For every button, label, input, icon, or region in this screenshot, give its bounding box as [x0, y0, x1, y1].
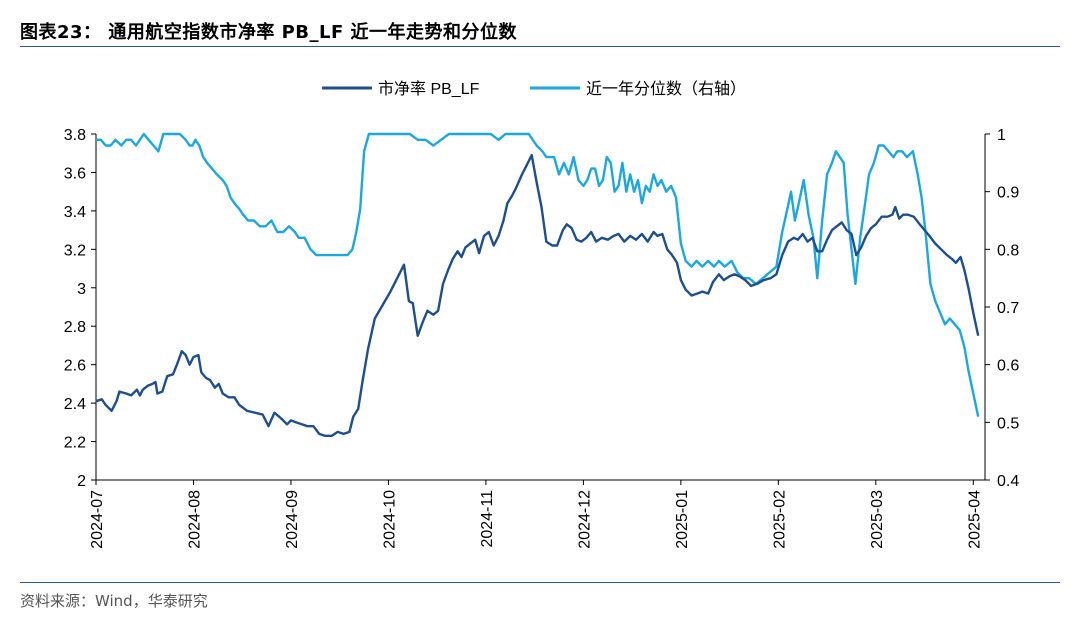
legend: 市净率 PB_LF 近一年分位数（右轴）	[322, 80, 746, 98]
legend-item-percentile: 近一年分位数（右轴）	[530, 80, 746, 98]
left-tick-label: 2	[77, 473, 86, 490]
chart-title: 图表23： 通用航空指数市净率 PB_LF 近一年走势和分位数	[20, 22, 518, 43]
x-tick-label: 2025-03	[869, 490, 886, 549]
x-tick-label: 2025-04	[966, 490, 983, 549]
series-line-pb-lf	[95, 153, 980, 437]
x-tick-label: 2025-02	[771, 490, 788, 549]
right-tick-label: 0.7	[997, 300, 1019, 317]
left-tick-label: 2.2	[64, 435, 86, 452]
x-axis: 2024-07 2024-08 2024-09 2024-10 2024-11 2024-…	[89, 479, 985, 549]
left-tick-label: 2.4	[64, 396, 86, 413]
right-tick-label: 0.9	[997, 185, 1019, 202]
left-tick-label: 3.6	[64, 165, 86, 182]
chart-area: 市净率 PB_LF 近一年分位数（右轴） 3.8 3.6 3.4 3.2 3 2.8 2.6 2…	[64, 80, 1020, 549]
footer-divider	[20, 582, 1060, 583]
x-tick-label: 2024-09	[284, 490, 301, 549]
left-tick-label: 3	[77, 281, 86, 298]
right-axis: 1 0.9 0.8 0.7 0.6 0.5 0.4	[984, 127, 1019, 490]
x-tick-label: 2024-08	[186, 490, 203, 549]
right-tick-label: 0.4	[997, 473, 1019, 490]
x-tick-label: 2025-01	[674, 490, 691, 549]
legend-label: 近一年分位数（右轴）	[586, 80, 746, 98]
left-tick-label: 3.8	[64, 127, 86, 144]
x-tick-label: 2024-11	[479, 490, 496, 548]
right-tick-label: 0.8	[997, 242, 1019, 259]
left-axis: 3.8 3.6 3.4 3.2 3 2.8 2.6 2.4 2.2 2	[64, 127, 97, 490]
right-tick-label: 0.6	[997, 358, 1019, 375]
left-tick-label: 3.2	[64, 242, 86, 259]
legend-label: 市净率 PB_LF	[378, 80, 480, 98]
right-tick-label: 0.5	[997, 415, 1019, 432]
legend-item-pb-lf: 市净率 PB_LF	[322, 80, 480, 98]
left-tick-label: 2.8	[64, 319, 86, 336]
plot-area	[95, 132, 980, 437]
left-tick-label: 3.4	[64, 204, 86, 221]
series-line-percentile	[96, 132, 980, 417]
title-divider	[20, 46, 1060, 47]
x-tick-label: 2024-12	[576, 490, 593, 549]
x-tick-label: 2024-07	[89, 490, 106, 549]
right-tick-label: 1	[997, 127, 1006, 144]
left-tick-label: 2.6	[64, 358, 86, 375]
source-note: 资料来源：Wind，华泰研究	[20, 592, 208, 610]
x-tick-label: 2024-10	[381, 490, 398, 549]
